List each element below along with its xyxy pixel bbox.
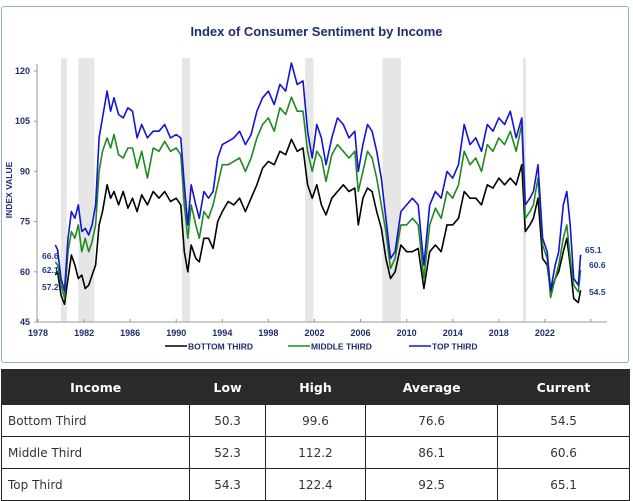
header-average: Average: [365, 369, 499, 405]
y-axis-label: INDEX VALUE: [4, 161, 14, 218]
table-row: Middle Third 52.3 112.2 86.1 60.6: [0, 436, 630, 469]
cell-high: 122.4: [264, 468, 367, 501]
y-ticks: 45 60 75 90 105 120: [15, 66, 37, 327]
series-start-label: 66.6: [42, 251, 59, 261]
cell-current: 60.6: [497, 436, 630, 469]
cell-low: 52.3: [189, 436, 266, 469]
recession-band: [382, 58, 401, 322]
cell-average: 86.1: [365, 436, 499, 469]
table-header-row: Income Low High Average Current: [0, 369, 630, 405]
table-row: Top Third 54.3 122.4 92.5 65.1: [0, 468, 630, 501]
x-tick-label: 2002: [304, 328, 324, 338]
series-start-label: 62.1: [42, 265, 59, 275]
x-tick-label: 2010: [397, 328, 417, 338]
x-tick-label: 1990: [166, 328, 186, 338]
cell-average: 76.6: [365, 404, 499, 437]
x-tick-label: 2006: [351, 328, 371, 338]
cell-income: Top Third: [0, 468, 191, 501]
series-end-label: 54.5: [589, 287, 606, 297]
y-tick-label: 45: [20, 317, 30, 327]
x-tick-label: 1998: [258, 328, 278, 338]
x-tick-label: 1994: [212, 328, 232, 338]
x-ticks: 1978 1982 1986 1990 1994 1998 2002 2006 2010 2014…: [28, 319, 592, 338]
cell-average: 92.5: [365, 468, 499, 501]
table-row: Bottom Third 50.3 99.6 76.6 54.5: [0, 404, 630, 437]
x-tick-label: 2014: [443, 328, 463, 338]
y-tick-label: 120: [15, 66, 30, 76]
recession-band: [182, 58, 191, 322]
y-tick-label: 90: [20, 166, 30, 176]
series-line-bottom-third: [54, 138, 582, 306]
cell-high: 112.2: [264, 436, 367, 469]
y-tick-label: 75: [20, 217, 30, 227]
header-high: High: [264, 369, 367, 405]
cell-low: 54.3: [189, 468, 266, 501]
legend-label: TOP THIRD: [432, 342, 478, 352]
x-tick-label: 1982: [74, 328, 94, 338]
header-income: Income: [0, 369, 191, 405]
y-tick-label: 60: [20, 267, 30, 277]
x-tick-label: 2022: [535, 328, 555, 338]
series-lines: [54, 62, 582, 306]
series-end-labels: 62.1 54.5 57.2 60.6 66.6 65.1: [42, 245, 606, 297]
y-tick-label: 105: [15, 116, 30, 126]
series-line-middle-third: [54, 96, 582, 299]
cell-high: 99.6: [264, 404, 367, 437]
series-start-label: 57.2: [42, 282, 59, 292]
cell-income: Bottom Third: [0, 404, 191, 437]
chart-plot: 45 60 75 90 105 120 1978 1982 1986 1990 1994 1998 2…: [4, 58, 607, 352]
x-tick-label: 1986: [120, 328, 140, 338]
cell-current: 65.1: [497, 468, 630, 501]
recession-band: [61, 58, 67, 322]
legend-label: BOTTOM THIRD: [188, 342, 253, 352]
header-current: Current: [497, 369, 630, 405]
series-end-label: 60.6: [589, 260, 606, 270]
recession-band: [78, 58, 95, 322]
stats-table: Income Low High Average Current Bottom T…: [0, 369, 630, 501]
series-end-label: 65.1: [585, 245, 602, 255]
x-tick-label: 2018: [489, 328, 509, 338]
legend-label: MIDDLE THIRD: [311, 342, 372, 352]
chart-title: Index of Consumer Sentiment by Income: [190, 24, 443, 39]
cell-current: 54.5: [497, 404, 630, 437]
cell-low: 50.3: [189, 404, 266, 437]
x-tick-label: 1978: [28, 328, 48, 338]
cell-income: Middle Third: [0, 436, 191, 469]
series-line-top-third: [54, 62, 582, 292]
legend: BOTTOM THIRD MIDDLE THIRD TOP THIRD: [165, 342, 478, 352]
header-low: Low: [189, 369, 266, 405]
